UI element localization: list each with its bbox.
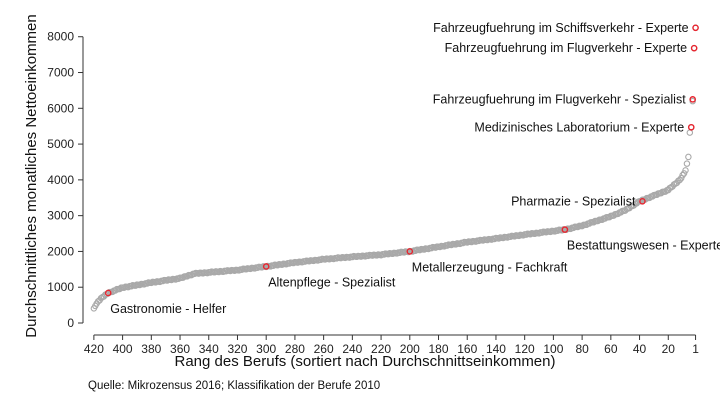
x-tick-label: 400 xyxy=(113,342,133,356)
annotations: Fahrzeugfuehrung im Schiffsverkehr - Exp… xyxy=(110,21,720,316)
x-tick-label: 40 xyxy=(633,342,647,356)
highlighted-point xyxy=(692,24,699,32)
annotation-label: Fahrzeugfuehrung im Flugverkehr - Expert… xyxy=(445,41,688,55)
data-point xyxy=(152,279,159,286)
data-point xyxy=(507,233,514,241)
y-tick-label: 6000 xyxy=(47,101,74,115)
data-point xyxy=(127,283,135,290)
data-point xyxy=(686,129,694,136)
data-point xyxy=(290,259,297,267)
data-point xyxy=(143,280,151,287)
data-point xyxy=(136,281,144,289)
y-tick-label: 0 xyxy=(67,316,74,330)
x-axis: 420 400 380 360 340 320 300 280 260 240 220 200 180 1… xyxy=(84,334,699,356)
data-points xyxy=(90,24,699,312)
data-point xyxy=(270,262,277,269)
highlighted-points xyxy=(104,24,699,297)
data-point xyxy=(443,242,451,249)
data-point xyxy=(278,261,286,268)
data-point xyxy=(416,246,424,254)
data-point xyxy=(285,260,293,267)
data-point xyxy=(685,153,692,161)
data-point xyxy=(574,223,582,231)
x-tick-label: 160 xyxy=(457,342,477,356)
annotation-label: Fahrzeugfuehrung im Schiffsverkehr - Exp… xyxy=(433,21,688,35)
y-axis: 0 1000 2000 3000 4000 5000 6000 7000 8000 xyxy=(47,30,84,330)
highlighted-point xyxy=(262,263,270,270)
data-point xyxy=(274,261,281,269)
y-tick-label: 5000 xyxy=(47,137,74,151)
data-point xyxy=(452,241,459,248)
data-point xyxy=(159,277,167,285)
annotation-label: Fahrzeugfuehrung im Flugverkehr - Spezia… xyxy=(433,92,686,106)
x-tick-label: 180 xyxy=(429,342,449,356)
data-point xyxy=(428,244,435,252)
y-tick-label: 3000 xyxy=(47,209,74,223)
highlighted-point xyxy=(687,123,695,131)
data-point xyxy=(495,235,503,242)
x-tick-label: 360 xyxy=(170,342,190,356)
data-point xyxy=(682,167,689,174)
x-axis-title: Rang des Berufs (sortiert nach Durchschn… xyxy=(175,353,556,370)
annotation-label: Bestattungswesen - Experte xyxy=(567,239,720,253)
x-tick-label: 240 xyxy=(342,342,362,356)
x-tick-label: 120 xyxy=(515,342,535,356)
data-point xyxy=(432,244,439,251)
x-tick-label: 420 xyxy=(84,342,104,356)
x-tick-label: 260 xyxy=(314,342,334,356)
x-tick-label: 320 xyxy=(227,342,247,356)
data-point xyxy=(511,233,518,240)
data-point xyxy=(679,171,686,179)
highlighted-point xyxy=(690,44,698,52)
x-tick-label: 1 xyxy=(692,342,699,356)
y-tick-label: 2000 xyxy=(47,244,74,258)
data-point xyxy=(499,234,507,242)
annotation-label: Medizinisches Laboratorium - Experte xyxy=(474,120,684,134)
x-tick-label: 340 xyxy=(199,342,219,356)
x-tick-label: 60 xyxy=(604,342,618,356)
y-axis-title: Durchschnittliches monatliches Nettoeink… xyxy=(23,14,40,337)
data-point xyxy=(132,282,139,289)
y-tick-label: 4000 xyxy=(47,173,74,187)
data-point xyxy=(420,246,428,253)
x-tick-label: 380 xyxy=(141,342,161,356)
data-point xyxy=(570,224,577,232)
highlighted-point xyxy=(104,289,112,297)
x-tick-label: 80 xyxy=(575,342,589,356)
data-point xyxy=(168,276,175,284)
data-point xyxy=(683,160,691,167)
annotation-label: Altenpflege - Spezialist xyxy=(268,275,396,289)
x-tick-label: 200 xyxy=(400,342,420,356)
x-tick-label: 220 xyxy=(371,342,391,356)
annotation-label: Metallerzeugung - Fachkraft xyxy=(412,260,568,274)
x-tick-label: 300 xyxy=(256,342,276,356)
data-point xyxy=(459,239,467,247)
source-note: Quelle: Mikrozensus 2016; Klassifikation… xyxy=(88,380,380,392)
data-point xyxy=(515,232,523,240)
annotation-label: Pharmazie - Spezialist xyxy=(511,194,636,208)
x-tick-label: 20 xyxy=(662,342,676,356)
data-point xyxy=(148,279,155,287)
annotation-label: Gastronomie - Helfer xyxy=(110,302,226,316)
data-point xyxy=(448,241,455,249)
x-tick-label: 140 xyxy=(486,342,506,356)
highlighted-point xyxy=(406,248,414,255)
highlighted-point xyxy=(561,226,569,233)
y-tick-label: 8000 xyxy=(47,30,74,44)
highlighted-point xyxy=(689,96,696,103)
data-point xyxy=(175,275,182,282)
y-tick-label: 7000 xyxy=(47,66,74,80)
data-point xyxy=(120,284,128,292)
x-tick-label: 280 xyxy=(285,342,305,356)
data-point xyxy=(436,243,444,251)
data-point xyxy=(676,176,684,184)
y-tick-label: 1000 xyxy=(47,280,74,294)
x-tick-label: 100 xyxy=(543,342,563,356)
data-point xyxy=(163,277,171,284)
highlighted-point xyxy=(639,198,646,205)
